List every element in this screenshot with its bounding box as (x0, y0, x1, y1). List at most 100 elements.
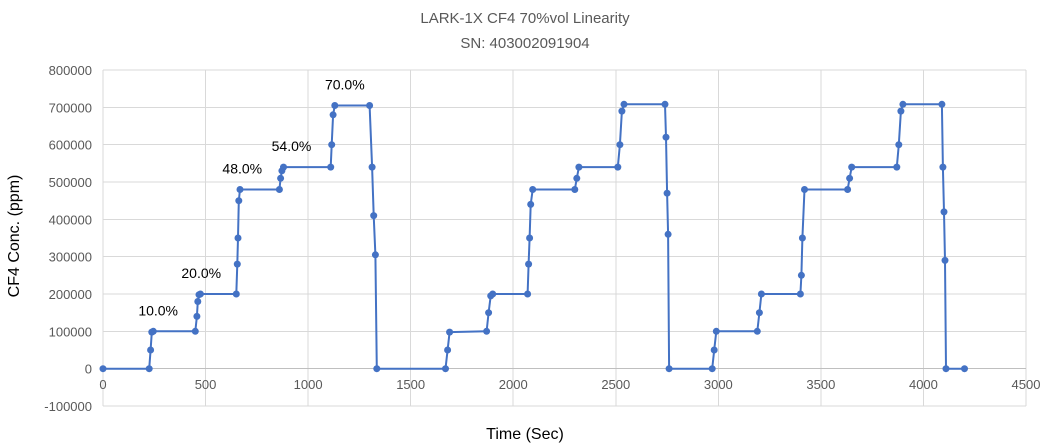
series-1-point (712, 327, 720, 335)
x-tick-label: 3000 (704, 377, 733, 392)
series-1-point (373, 365, 381, 373)
series-1-point (961, 365, 968, 373)
series-1-point (797, 271, 805, 279)
y-tick-label: 0 (85, 362, 92, 377)
series-1-point (942, 365, 950, 373)
series-1-point (848, 163, 856, 171)
series-1-point (895, 141, 903, 149)
series-1-point (664, 230, 672, 238)
series-1-point (193, 312, 201, 320)
series-1-point (753, 327, 761, 335)
series-1-point (145, 365, 153, 373)
x-tick-label: 2500 (601, 377, 630, 392)
series-1-point (527, 200, 535, 208)
series-1-point (149, 327, 157, 335)
x-tick-label: 4500 (1012, 377, 1041, 392)
series-1-point (328, 141, 336, 149)
y-tick-label: 800000 (49, 63, 92, 78)
series-1-point (524, 290, 532, 298)
series-1-point (573, 174, 581, 182)
series-1-point (941, 256, 949, 264)
series-1-point (899, 100, 907, 108)
x-tick-label: 4000 (909, 377, 938, 392)
x-tick-label: 500 (195, 377, 217, 392)
y-tick-label: 300000 (49, 250, 92, 265)
annotation-label: 70.0% (325, 76, 365, 92)
series-1-point (368, 163, 376, 171)
axis-tick-labels: 0 500 1000 1500 2000 2500 3000 3500 4000 4500 -100… (44, 63, 1040, 414)
annotation-label: 20.0% (181, 265, 221, 281)
series-1-point (710, 346, 718, 354)
y-tick-label: 700000 (49, 100, 92, 115)
series-1-line (102, 103, 966, 370)
series-1-point (939, 163, 947, 171)
series-1-point (234, 234, 242, 242)
series-1-point (99, 365, 107, 373)
series-1-point (575, 163, 583, 171)
series-1-point (661, 100, 669, 108)
series-1-point (620, 100, 628, 108)
series-1-point (940, 208, 948, 216)
series-1-point (485, 309, 493, 317)
annotation-label: 48.0% (222, 160, 262, 176)
y-axis-title: CF4 Conc. (ppm) (6, 175, 23, 298)
series-1-point (755, 309, 763, 317)
series-1-point (275, 186, 283, 193)
grid (102, 69, 1027, 407)
series-1-point (526, 234, 534, 242)
x-tick-label: 1500 (396, 377, 425, 392)
series-1-point (571, 186, 579, 193)
series-1-point (366, 102, 374, 109)
series-1-point (235, 197, 243, 205)
series-1-point (194, 298, 202, 305)
series-group (99, 100, 968, 373)
annotation-label: 10.0% (138, 302, 178, 318)
series-1-point (489, 290, 497, 298)
series-1-point (196, 290, 204, 298)
series-1-point (844, 186, 852, 193)
series-1-point (798, 234, 806, 242)
series-1-point (232, 290, 240, 298)
series-1-point (331, 102, 339, 109)
series-1-point (444, 346, 452, 354)
series-1-point (329, 111, 337, 119)
y-tick-label: 200000 (49, 287, 92, 302)
series-1-point (370, 212, 378, 220)
series-1-point (938, 100, 946, 108)
y-tick-label: 500000 (49, 175, 92, 190)
series-1-point (618, 107, 626, 115)
series-1-point (614, 163, 622, 171)
series-1-point (665, 365, 673, 373)
series-1-point (796, 290, 804, 298)
y-tick-label: 100000 (49, 324, 92, 339)
series-1-point (757, 290, 765, 298)
x-axis-title: Time (Sec) (486, 426, 564, 443)
series-1-point (446, 328, 454, 336)
series-1-point (662, 133, 670, 141)
series-1-point (483, 327, 491, 335)
series-1-point (708, 365, 716, 373)
y-tick-label: 600000 (49, 138, 92, 153)
y-tick-label: -100000 (44, 399, 92, 414)
y-tick-label: 400000 (49, 212, 92, 227)
series-1-point (280, 163, 287, 171)
series-1-point (525, 260, 533, 268)
series-1-point (233, 260, 241, 268)
series-1-point (616, 141, 624, 149)
series-1-point (846, 174, 854, 182)
x-tick-label: 1000 (294, 377, 323, 392)
chart-title: LARK-1X CF4 70%vol Linearity (420, 10, 630, 27)
series-1-point (327, 163, 335, 171)
series-1-point (801, 186, 808, 193)
series-1-point (893, 163, 901, 171)
x-tick-label: 3500 (806, 377, 835, 392)
chart-subtitle: SN: 403002091904 (460, 35, 589, 52)
series-1-point (663, 189, 671, 197)
series-1-point (442, 365, 449, 373)
x-tick-label: 2000 (499, 377, 528, 392)
annotation-label: 54.0% (272, 138, 312, 154)
series-1-point (236, 186, 244, 193)
series-1-point (191, 327, 199, 335)
